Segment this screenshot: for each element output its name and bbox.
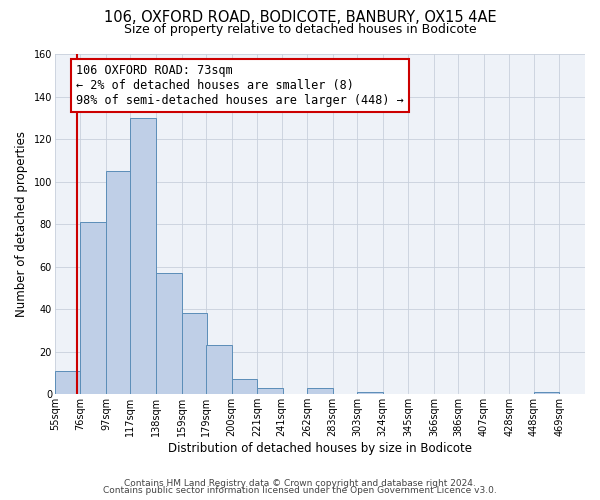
Bar (106, 171, 131, 394)
Y-axis label: Number of detached properties: Number of detached properties (15, 131, 28, 317)
Text: Size of property relative to detached houses in Bodicote: Size of property relative to detached ho… (124, 22, 476, 36)
Bar (130, 118, 156, 394)
Bar (55, 371, 80, 394)
Bar (182, 314, 207, 394)
Text: Contains public sector information licensed under the Open Government Licence v3: Contains public sector information licen… (103, 486, 497, 495)
Text: 106, OXFORD ROAD, BODICOTE, BANBURY, OX15 4AE: 106, OXFORD ROAD, BODICOTE, BANBURY, OX1… (104, 10, 496, 25)
Text: Contains HM Land Registry data © Crown copyright and database right 2024.: Contains HM Land Registry data © Crown c… (124, 478, 476, 488)
Text: 106 OXFORD ROAD: 73sqm
← 2% of detached houses are smaller (8)
98% of semi-detac: 106 OXFORD ROAD: 73sqm ← 2% of detached … (76, 64, 404, 107)
X-axis label: Distribution of detached houses by size in Bodicote: Distribution of detached houses by size … (168, 442, 472, 455)
Bar (206, 346, 232, 395)
Bar (357, 392, 383, 394)
Bar (232, 380, 257, 394)
Bar (257, 388, 283, 394)
Bar (307, 388, 333, 394)
Bar (156, 273, 182, 394)
Bar (80, 222, 106, 394)
Bar (534, 392, 559, 394)
